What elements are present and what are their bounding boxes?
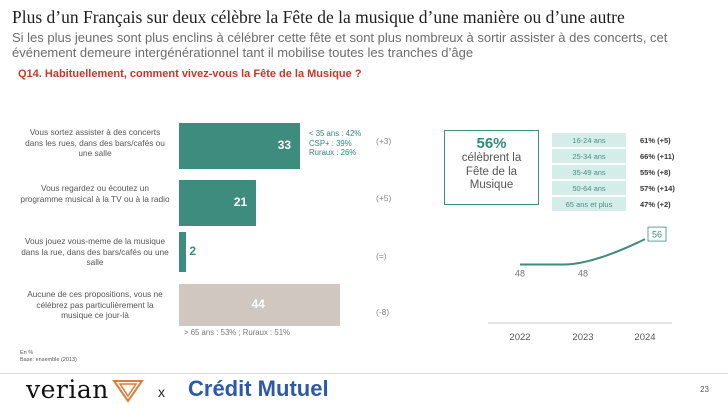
detail-line: CSP+ : 39% [309, 138, 352, 148]
detail-note-concerts: < 35 ans : 42% CSP+ : 39% Ruraux : 26% [309, 129, 361, 158]
category-label: Vous jouez vous-meme de la musique dans … [21, 236, 169, 267]
x-tick-label: 2022 [509, 332, 530, 343]
callout-text: célèbrent la Fête de la Musique [461, 152, 522, 191]
page-number: 23 [700, 385, 709, 394]
value-cell: 66% (+11) [640, 151, 675, 161]
data-label: 48 [578, 269, 588, 279]
bar-play-music [179, 232, 187, 272]
detail-note-none: > 65 ans : 53% ; Ruraux : 51% [184, 328, 290, 337]
delta-label: (+3) [376, 136, 392, 146]
question-label: Q14. Habituellement, comment vivez-vous … [18, 68, 362, 80]
table-row: 35-49 ans 55% (+8) [552, 165, 692, 179]
table-row: 25-34 ans 66% (+11) [552, 149, 692, 163]
age-cell: 25-34 ans [552, 149, 626, 163]
unit-note: En % [20, 350, 34, 356]
value-cell: 55% (+8) [640, 167, 671, 177]
age-cell: 50-64 ans [552, 181, 626, 195]
value-cell: 57% (+14) [640, 183, 675, 193]
verian-logo: verian [26, 375, 109, 404]
footer-divider [0, 373, 728, 374]
table-row: 65 ans et plus 47% (+2) [552, 197, 692, 211]
detail-line: < 35 ans : 42% [309, 129, 362, 138]
delta-label: (=) [376, 251, 387, 261]
delta-label: (-8) [376, 307, 390, 317]
delta-label: (+5) [376, 193, 392, 203]
bar-value-label: 2 [189, 244, 196, 258]
series-line [520, 238, 646, 266]
value-cell: 47% (+2) [640, 199, 671, 209]
credit-mutuel-logo: Crédit Mutuel [188, 376, 329, 401]
bar-none [179, 284, 340, 326]
value-cell: 61% (+5) [640, 135, 671, 145]
data-label: 56 [652, 230, 662, 240]
bar-value-label: 33 [277, 138, 292, 152]
brand-separator: x [158, 384, 165, 400]
base-notes: En % Base: ensemble (2013) [20, 350, 77, 363]
table-row: 16-24 ans 61% (+5) [552, 133, 692, 147]
category-label: Vous regardez ou écoutez un programme mu… [20, 183, 170, 204]
x-tick-label: 2023 [572, 332, 593, 343]
data-label-box [647, 226, 667, 242]
x-tick-label: 2024 [634, 332, 655, 343]
verian-triangle-icon [112, 380, 144, 403]
data-label: 48 [515, 269, 525, 279]
age-cell: 16-24 ans [552, 133, 626, 147]
age-cell: 65 ans et plus [552, 197, 626, 211]
base-note: Base: ensemble (2013) [20, 356, 77, 363]
page-subtitle: Si les plus jeunes sont plus enclins à c… [12, 30, 668, 60]
category-label: Aucune de ces propositions, vous ne célé… [27, 289, 163, 320]
page-title: Plus d’un Français sur deux célèbre la F… [12, 7, 625, 27]
table-row: 50-64 ans 57% (+14) [552, 181, 692, 195]
age-breakdown-table: 16-24 ans 61% (+5) 25-34 ans 66% (+11) 35-… [552, 131, 692, 213]
bar-value-label: 44 [251, 297, 265, 311]
age-cell: 35-49 ans [552, 165, 626, 179]
bar-tv-radio [179, 180, 256, 226]
detail-line: Ruraux : 26% [309, 148, 357, 157]
category-label: Vous sortez assister à des concerts dans… [25, 127, 165, 158]
callout-box: 56% célèbrent la Fête de la Musique [444, 130, 539, 205]
bar-value-label: 21 [233, 195, 248, 209]
callout-percent: 56% [476, 135, 507, 152]
bar-concerts [179, 123, 300, 169]
